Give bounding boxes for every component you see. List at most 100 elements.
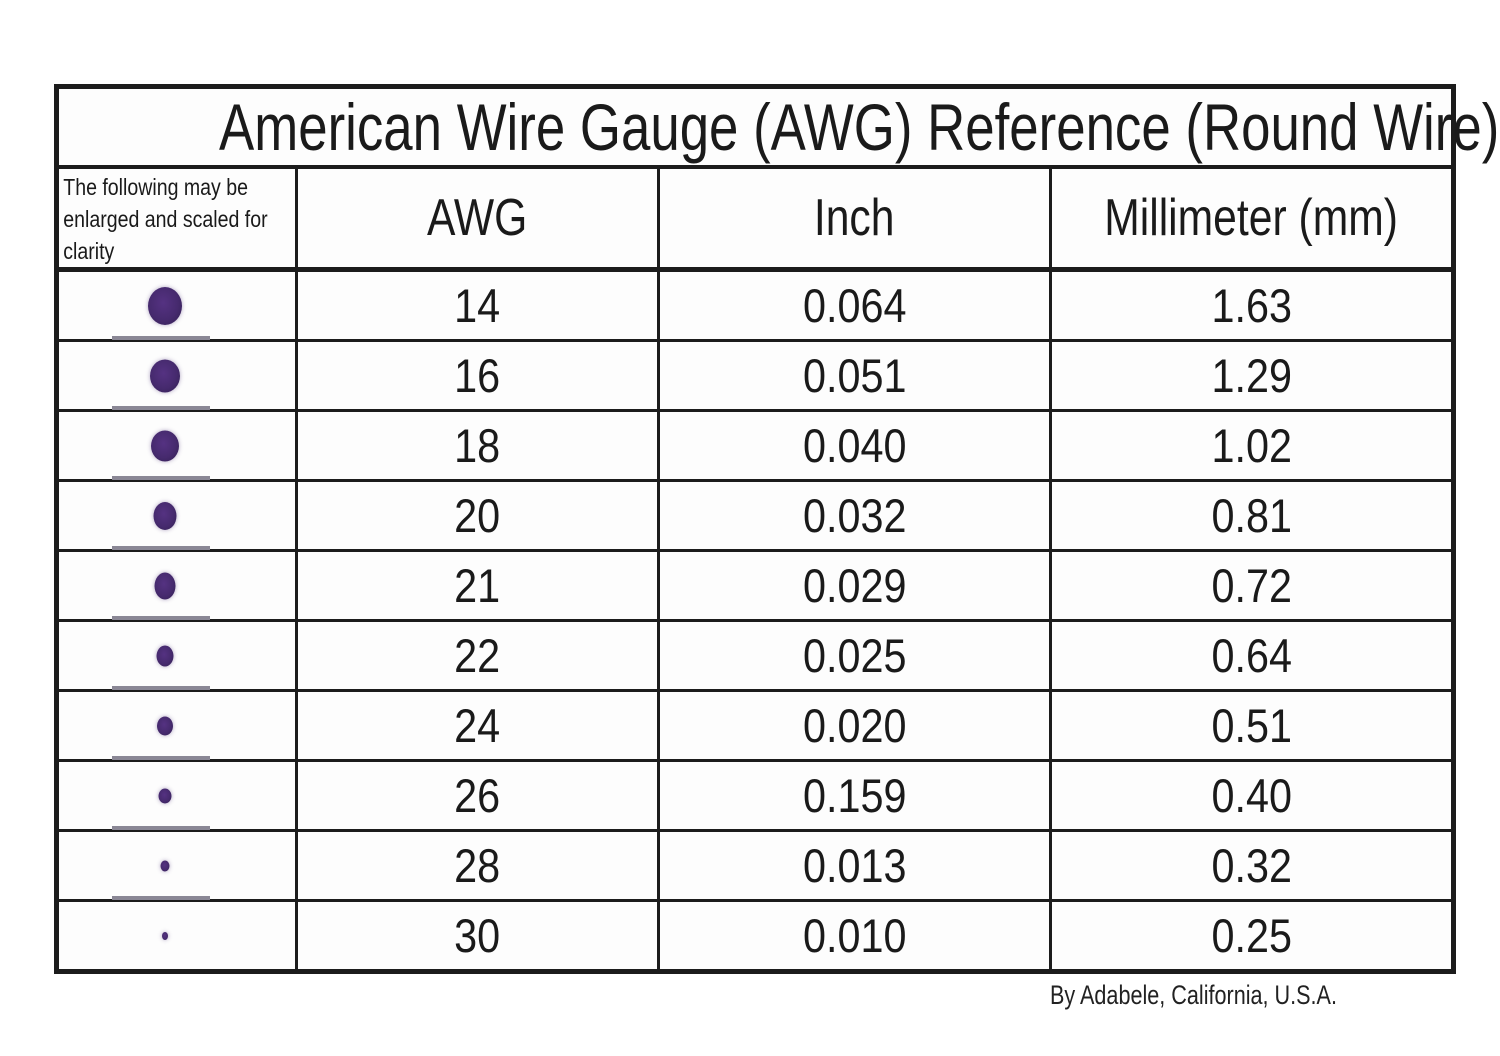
table-row: 22 0.025 0.64 xyxy=(55,616,1456,692)
separator-segment xyxy=(112,476,210,480)
awg-cell: 28 xyxy=(295,829,660,902)
mm-cell: 1.63 xyxy=(1048,268,1456,342)
wire-gauge-dot xyxy=(153,501,177,530)
title-cell: American Wire Gauge (AWG) Reference (Rou… xyxy=(54,85,1499,169)
mm-cell-value: 0.40 xyxy=(1211,769,1292,822)
wire-sample-cell xyxy=(55,546,298,622)
wire-sample-cell xyxy=(55,686,298,762)
awg-cell: 20 xyxy=(295,479,660,552)
awg-cell-value: 14 xyxy=(454,279,501,332)
separator-segment xyxy=(112,546,210,550)
scaling-note: The following may be enlarged and scaled… xyxy=(63,174,268,264)
inch-cell: 0.025 xyxy=(657,619,1052,692)
awg-cell-value: 28 xyxy=(454,839,501,892)
inch-cell: 0.029 xyxy=(657,549,1052,622)
mm-cell: 0.51 xyxy=(1048,689,1456,762)
awg-cell-value: 21 xyxy=(454,559,501,612)
awg-cell: 21 xyxy=(295,549,660,622)
inch-cell: 0.064 xyxy=(657,268,1052,342)
note-cell: The following may be enlarged and scaled… xyxy=(55,165,298,272)
table-body: American Wire Gauge (AWG) Reference (Rou… xyxy=(54,85,1499,973)
inch-cell-value: 0.025 xyxy=(802,629,907,682)
wire-sample-cell xyxy=(55,826,298,902)
table-row: 26 0.159 0.40 xyxy=(55,756,1456,832)
inch-cell-value: 0.029 xyxy=(802,559,907,612)
awg-cell-value: 20 xyxy=(454,489,501,542)
table-row: 24 0.020 0.51 xyxy=(55,686,1456,762)
inch-cell: 0.013 xyxy=(657,829,1052,902)
awg-cell: 30 xyxy=(295,899,660,973)
wire-sample-cell xyxy=(55,336,298,412)
mm-cell-value: 0.32 xyxy=(1211,839,1292,892)
table-row: 28 0.013 0.32 xyxy=(55,826,1456,902)
table-row: 18 0.040 1.02 xyxy=(55,406,1456,482)
column-header-inch-label: Inch xyxy=(814,189,895,247)
column-header-mm-label: Millimeter (mm) xyxy=(1104,189,1399,247)
mm-cell: 1.02 xyxy=(1048,409,1456,482)
separator-segment xyxy=(112,406,210,410)
column-header-awg: AWG xyxy=(295,165,660,272)
awg-cell-value: 26 xyxy=(454,769,501,822)
mm-cell-value: 1.29 xyxy=(1211,349,1292,402)
awg-cell: 14 xyxy=(295,268,660,342)
inch-cell-value: 0.020 xyxy=(802,699,907,752)
table-row: 20 0.032 0.81 xyxy=(55,476,1456,552)
wire-gauge-dot xyxy=(157,716,173,735)
wire-sample-cell xyxy=(55,476,298,552)
mm-cell-value: 1.63 xyxy=(1211,279,1292,332)
mm-cell: 0.25 xyxy=(1048,899,1456,973)
column-header-mm: Millimeter (mm) xyxy=(1048,165,1456,272)
awg-cell: 24 xyxy=(295,689,660,762)
page-title: American Wire Gauge (AWG) Reference (Rou… xyxy=(219,90,1500,164)
separator-segment xyxy=(112,686,210,690)
inch-cell-value: 0.040 xyxy=(802,419,907,472)
wire-sample-cell xyxy=(55,616,298,692)
awg-cell-value: 30 xyxy=(454,909,501,962)
awg-cell-value: 18 xyxy=(454,419,501,472)
mm-cell-value: 0.64 xyxy=(1211,629,1292,682)
inch-cell: 0.010 xyxy=(657,899,1052,973)
wire-gauge-dot xyxy=(148,286,182,325)
inch-cell-value: 0.010 xyxy=(802,909,907,962)
mm-cell-value: 0.51 xyxy=(1211,699,1292,752)
attribution-text: By Adabele, California, U.S.A. xyxy=(1050,980,1337,1010)
wire-gauge-dot xyxy=(150,359,180,392)
wire-sample-cell xyxy=(55,406,298,482)
inch-cell: 0.032 xyxy=(657,479,1052,552)
column-header-inch: Inch xyxy=(657,165,1052,272)
wire-sample-cell xyxy=(55,756,298,832)
table-row: 30 0.010 0.25 xyxy=(55,896,1456,973)
wire-gauge-dot xyxy=(160,860,170,871)
inch-cell-value: 0.013 xyxy=(802,839,907,892)
mm-cell: 0.72 xyxy=(1048,549,1456,622)
wire-gauge-dot xyxy=(158,788,172,803)
mm-cell-value: 0.81 xyxy=(1211,489,1292,542)
title-row: American Wire Gauge (AWG) Reference (Rou… xyxy=(54,85,1499,169)
separator-segment xyxy=(112,826,210,830)
wire-gauge-dot xyxy=(162,931,168,940)
mm-cell-value: 1.02 xyxy=(1211,419,1292,472)
inch-cell: 0.159 xyxy=(657,759,1052,832)
wire-sample-cell xyxy=(55,268,298,342)
separator-segment xyxy=(112,616,210,620)
wire-gauge-dot xyxy=(151,430,179,461)
inch-cell-value: 0.051 xyxy=(802,349,907,402)
inch-cell: 0.051 xyxy=(657,339,1052,412)
awg-cell: 18 xyxy=(295,409,660,482)
awg-cell: 22 xyxy=(295,619,660,692)
separator-segment xyxy=(112,896,210,900)
awg-cell: 26 xyxy=(295,759,660,832)
table-row: 21 0.029 0.72 xyxy=(55,546,1456,622)
mm-cell: 0.32 xyxy=(1048,829,1456,902)
awg-cell-value: 22 xyxy=(454,629,501,682)
mm-cell: 0.40 xyxy=(1048,759,1456,832)
header-row: The following may be enlarged and scaled… xyxy=(55,165,1456,272)
mm-cell: 0.64 xyxy=(1048,619,1456,692)
inch-cell-value: 0.064 xyxy=(802,279,907,332)
wire-gauge-dot xyxy=(156,645,174,666)
mm-cell-value: 0.25 xyxy=(1211,909,1292,962)
table-row: 16 0.051 1.29 xyxy=(55,336,1456,412)
wire-sample-cell xyxy=(55,896,298,973)
awg-cell-value: 16 xyxy=(454,349,501,402)
